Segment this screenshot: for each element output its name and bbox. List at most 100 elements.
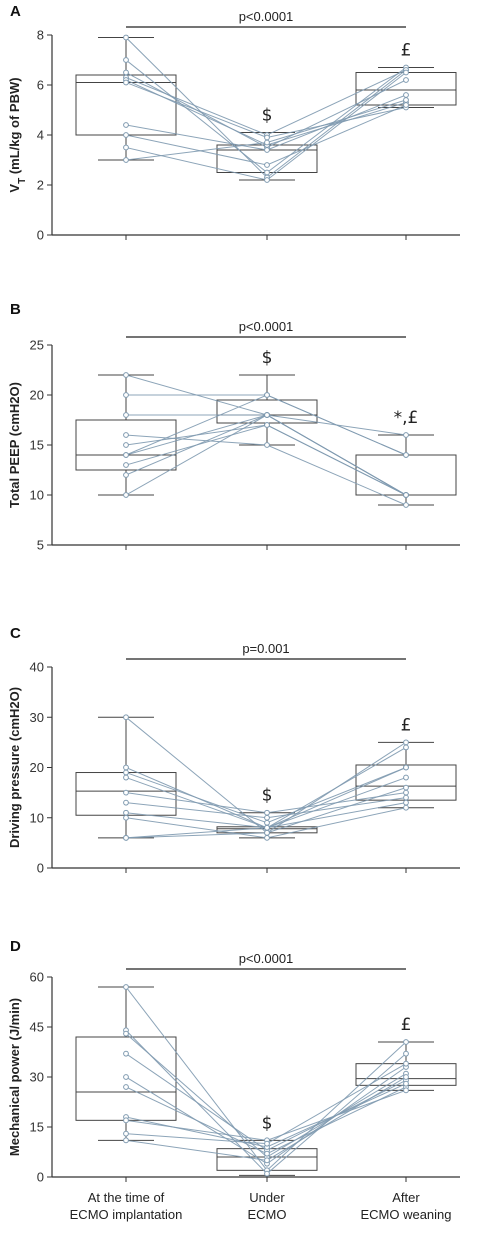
patient-point — [403, 1080, 409, 1087]
patient-point — [403, 789, 409, 796]
patient-point — [403, 1074, 409, 1080]
significance-marker: $ — [262, 348, 273, 368]
patient-point — [264, 1140, 270, 1147]
patient-point — [123, 1074, 129, 1080]
y-tick-label: 10 — [30, 488, 44, 503]
y-tick-label: 45 — [30, 1020, 44, 1035]
patient-point — [403, 432, 409, 438]
patient-point — [123, 1084, 129, 1090]
patient-point — [403, 452, 409, 458]
y-tick-label: 40 — [30, 660, 44, 675]
patient-point — [403, 774, 409, 781]
y-tick-label: 15 — [30, 1120, 44, 1135]
patient-point — [123, 1050, 129, 1057]
patient-point — [403, 1039, 409, 1045]
patient-point — [123, 1117, 129, 1124]
patient-point — [264, 834, 270, 841]
patient-point — [123, 442, 129, 448]
y-tick-label: 30 — [30, 1070, 44, 1085]
patient-line — [125, 424, 407, 496]
patient-point — [123, 157, 129, 163]
patient-point — [123, 452, 129, 458]
patient-point — [403, 502, 409, 508]
y-tick-label: 0 — [37, 228, 44, 243]
patient-point — [403, 784, 409, 791]
patient-point — [264, 442, 270, 448]
patient-point — [264, 829, 270, 836]
significance-marker: $ — [262, 106, 273, 126]
patient-point — [403, 1087, 409, 1094]
patient-point — [403, 97, 409, 103]
patient-point — [403, 77, 409, 83]
patient-point — [123, 774, 129, 781]
y-tick-label: 2 — [37, 178, 44, 193]
p-value-label: p<0.0001 — [239, 951, 294, 966]
patient-point — [123, 57, 129, 63]
patient-point — [123, 799, 129, 806]
patient-point — [123, 69, 129, 76]
patient-point — [123, 1030, 129, 1037]
y-axis-label: Mechanical power (J/min) — [7, 998, 22, 1156]
patient-point — [264, 814, 270, 821]
y-tick-label: 6 — [37, 78, 44, 93]
box-1 — [75, 37, 177, 161]
significance-marker: *,£ — [394, 408, 419, 428]
patient-point — [123, 122, 129, 128]
patient-point — [403, 92, 409, 98]
patient-point — [264, 392, 270, 398]
patient-point — [123, 984, 129, 990]
patient-point — [403, 102, 409, 108]
significance-marker: £ — [401, 41, 412, 61]
panel-c: C 0 10 20 30 40 Driving pressure (cmH2O) p=0.00… — [7, 625, 460, 876]
significance-marker: £ — [401, 715, 412, 735]
panel-letter: B — [10, 301, 21, 318]
y-tick-label: 5 — [37, 538, 44, 553]
y-tick-label: 0 — [37, 1170, 44, 1185]
significance-marker: $ — [262, 1113, 273, 1133]
patient-point — [123, 492, 129, 498]
patient-point — [123, 764, 129, 771]
patient-point — [403, 744, 409, 751]
patient-point — [264, 412, 270, 418]
iqr-box — [75, 419, 177, 471]
patient-series — [123, 34, 409, 183]
y-tick-label: 20 — [30, 388, 44, 403]
patient-series — [123, 372, 409, 508]
patient-point — [123, 132, 129, 138]
patient-point — [403, 1060, 409, 1067]
patient-point — [123, 1137, 129, 1144]
y-axis-label: VT (mL/kg of PBW) — [7, 77, 28, 192]
y-tick-label: 0 — [37, 861, 44, 876]
patient-point — [123, 144, 129, 151]
y-axis-label: Driving pressure (cmH2O) — [7, 687, 22, 848]
patient-line — [125, 424, 407, 496]
panel-d: D 0 15 30 45 60 Mechanical power (J/min) p<0.00… — [7, 938, 460, 1185]
patient-point — [403, 69, 409, 76]
panel-letter: A — [10, 3, 21, 20]
patient-point — [123, 814, 129, 821]
patient-point — [403, 804, 409, 811]
y-tick-label: 20 — [30, 760, 44, 775]
y-axis-label: Total PEEP (cmH2O) — [7, 382, 22, 508]
p-value-label: p=0.001 — [242, 641, 289, 656]
patient-point — [403, 492, 409, 498]
panel-letter: C — [10, 625, 21, 642]
patient-point — [264, 162, 270, 168]
patient-point — [123, 472, 129, 478]
significance-marker: $ — [262, 786, 273, 806]
significance-marker: £ — [401, 1015, 412, 1035]
patient-point — [264, 819, 270, 826]
patient-point — [403, 739, 409, 746]
patient-point — [123, 79, 129, 86]
patient-series — [123, 714, 409, 841]
patient-point — [123, 412, 129, 418]
patient-point — [123, 714, 129, 721]
patient-point — [403, 799, 409, 806]
y-tick-label: 30 — [30, 710, 44, 725]
patient-point — [123, 769, 129, 776]
patient-point — [123, 462, 129, 468]
patient-point — [403, 1050, 409, 1057]
patient-point — [264, 177, 270, 183]
patient-point — [264, 422, 270, 428]
